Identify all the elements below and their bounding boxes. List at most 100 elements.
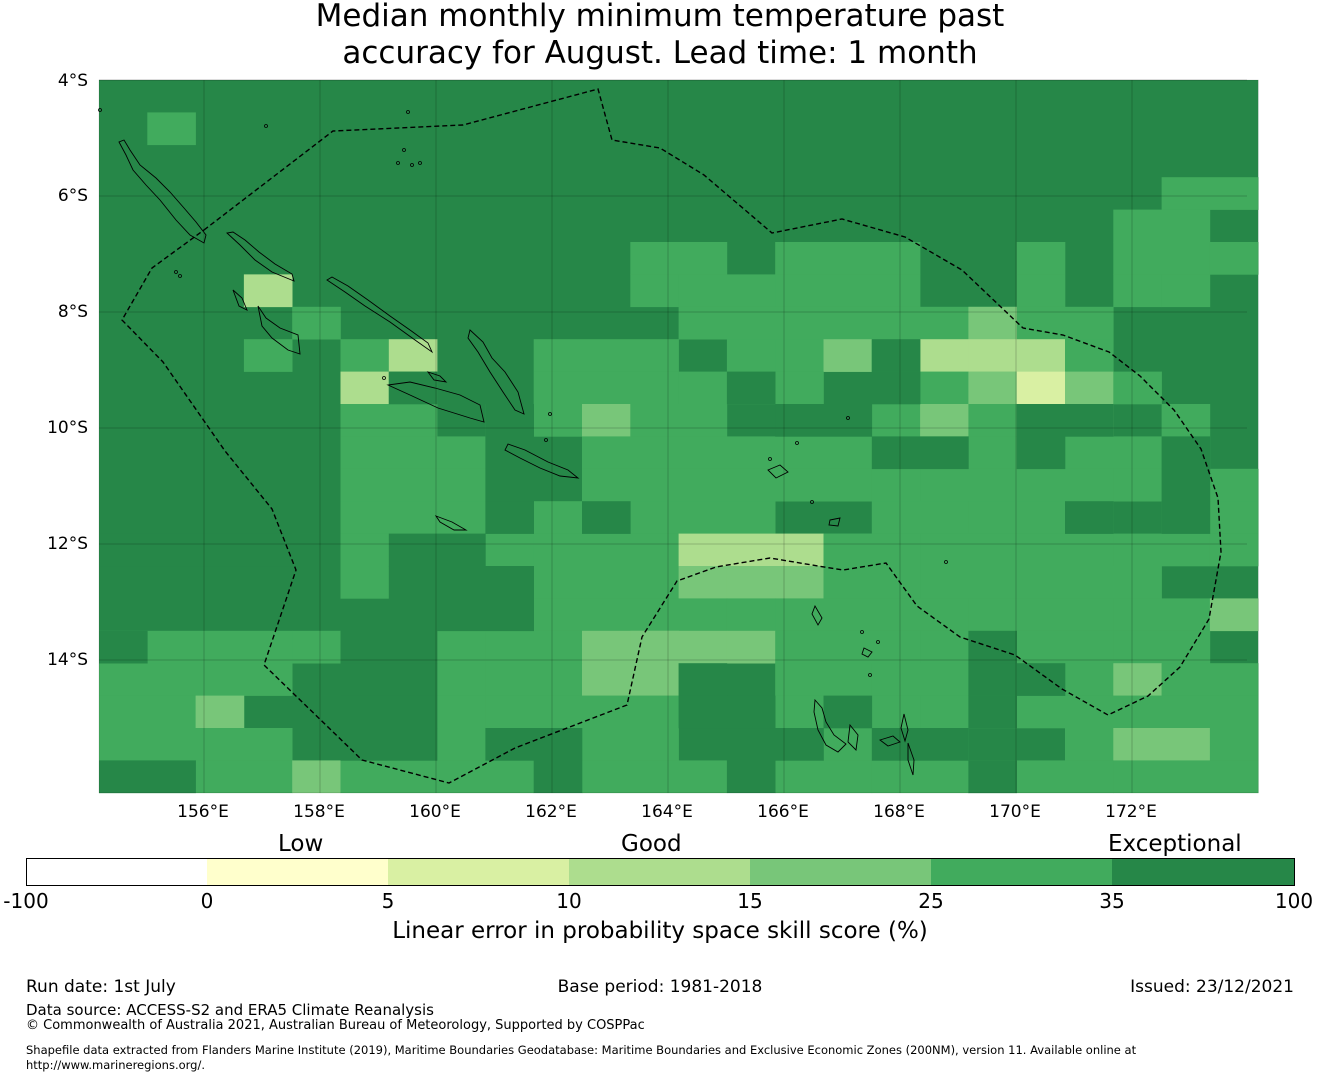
skill-cell — [243, 339, 293, 372]
skill-cell — [1161, 501, 1211, 534]
skill-cell — [292, 760, 341, 794]
skill-cell — [533, 339, 679, 372]
skill-cell — [1113, 728, 1211, 761]
skill-cell — [630, 242, 728, 275]
skill-cell — [678, 663, 728, 696]
skill-cell — [485, 663, 583, 696]
run-date: Run date: 1st July — [26, 977, 176, 997]
skill-cell — [99, 630, 148, 664]
skill-cell — [871, 663, 969, 696]
colorbar-tick-neg100: -100 — [3, 889, 49, 913]
skill-cell — [775, 371, 824, 405]
skill-cell — [1016, 566, 1162, 599]
skill-cell — [871, 760, 969, 794]
skill-cell — [1016, 630, 1114, 664]
shapefile-credit-link[interactable]: http://www.marineregions.org/. — [26, 1058, 205, 1072]
skill-cell — [968, 339, 1066, 372]
lon-label-166e: 166°E — [757, 802, 809, 822]
islet-coast — [406, 110, 410, 114]
islet-coast — [178, 274, 182, 278]
skill-cell — [340, 468, 486, 502]
skill-cell — [1016, 404, 1114, 437]
colorbar-bin-10-15 — [569, 858, 751, 885]
skill-cell — [437, 695, 486, 729]
skill-cell — [292, 630, 341, 664]
skill-cell — [388, 598, 534, 632]
skill-cell — [533, 501, 776, 534]
skill-cell — [1016, 371, 1066, 405]
skill-cell — [968, 695, 1017, 729]
skill-cell — [340, 695, 438, 729]
skill-cell — [1016, 242, 1066, 275]
guadalcanal-coast — [386, 381, 485, 423]
florida-coast — [426, 371, 448, 383]
skill-cell — [823, 436, 873, 470]
lon-label-158e: 158°E — [293, 802, 345, 822]
islet-coast — [810, 500, 814, 504]
lat-label-6s: 6°S — [57, 186, 88, 206]
skill-cell — [582, 501, 631, 534]
islet-coast — [174, 270, 178, 274]
skill-cell — [1161, 468, 1211, 502]
base-period: Base period: 1981-2018 — [557, 977, 763, 997]
skill-cell — [533, 371, 679, 405]
skill-cell — [726, 566, 824, 599]
skill-cell — [1065, 501, 1114, 534]
map-frame — [98, 79, 1259, 794]
skill-cell — [630, 630, 728, 664]
skill-cell — [678, 695, 776, 729]
skill-cell — [340, 501, 438, 534]
skill-cell — [726, 630, 776, 664]
choiseul-coast — [226, 231, 295, 282]
skill-cell — [678, 274, 776, 308]
skill-cell — [485, 533, 534, 567]
skill-cell — [582, 468, 873, 502]
skill-cell — [195, 695, 245, 729]
skill-cell — [726, 371, 776, 405]
colorbar-tick-5: 5 — [381, 889, 395, 913]
islet-coast — [418, 161, 422, 165]
lon-label-160e: 160°E — [409, 802, 461, 822]
skill-cell — [920, 404, 969, 437]
skill-cell — [726, 760, 776, 794]
skill-cell — [1113, 242, 1211, 275]
lon-label-168e: 168°E — [873, 802, 925, 822]
espiritu-santo-coast — [813, 698, 847, 753]
colorbar-bin-15-25 — [750, 858, 932, 885]
skill-cell — [871, 404, 921, 437]
skill-cell — [340, 371, 390, 405]
skill-cell — [871, 436, 969, 470]
skill-cell — [775, 760, 873, 794]
islet-coast — [795, 441, 799, 445]
colorbar-tick-15: 15 — [737, 889, 763, 913]
skill-cell — [99, 728, 293, 761]
santa-isabel-coast — [326, 276, 434, 354]
category-exceptional: Exceptional — [1108, 831, 1242, 857]
colorbar-frame — [26, 858, 1295, 886]
colorbar-bin-neg100-0 — [26, 858, 208, 885]
islet-coast — [876, 640, 880, 644]
bougainville-coast — [118, 139, 207, 244]
skill-cell — [1065, 468, 1114, 502]
skill-score-map — [98, 79, 1259, 794]
islet-coast — [382, 376, 386, 380]
vella-coast — [232, 289, 248, 311]
banks-coast — [811, 604, 823, 626]
islet-coast — [846, 416, 850, 420]
skill-cell — [340, 436, 486, 470]
colorbar-label: Linear error in probability space skill … — [392, 918, 928, 944]
new-georgia-coast — [257, 305, 301, 355]
skill-cell — [1113, 371, 1162, 405]
skill-cell — [678, 306, 1114, 340]
skill-cell — [1016, 274, 1066, 308]
skill-cell — [582, 566, 679, 599]
skill-cell — [533, 566, 583, 599]
maewo-coast — [900, 713, 909, 743]
eez-boundary — [121, 88, 1222, 784]
malekula-coast — [847, 723, 859, 751]
skill-cell — [775, 598, 824, 632]
skill-cell — [920, 371, 969, 405]
skill-cell — [726, 728, 824, 761]
skill-cell — [968, 598, 1114, 632]
malaita-coast — [467, 329, 525, 415]
